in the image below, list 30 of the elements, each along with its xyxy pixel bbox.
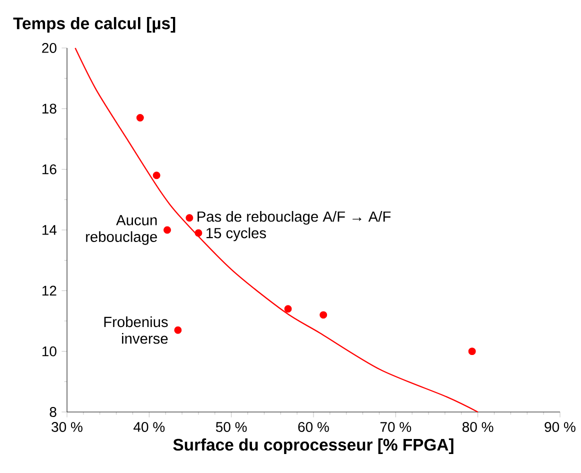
point (194, 229, 202, 237)
y-tick-label: 12 (42, 286, 56, 296)
x-tick-label: 30 % (52, 422, 82, 432)
x-tick-label: 90 % (544, 422, 576, 432)
point (284, 305, 292, 313)
x-tick-label: 60 % (298, 422, 329, 432)
y-tick-label: 18 (42, 104, 56, 114)
point (320, 311, 328, 319)
annotation: Pas de rebouclage A/F → A/F (198, 211, 391, 225)
point (136, 114, 144, 122)
point (174, 326, 182, 334)
y-tick-label: 16 (42, 164, 56, 174)
y-axis-title: Temps de calcul [µs] (13, 17, 176, 33)
x-tick-label: 80 % (462, 422, 494, 432)
annotation: 15 cycles (206, 228, 266, 242)
x-tick-label: 70 % (380, 422, 412, 432)
point (468, 348, 476, 356)
x-axis-title: Surface du coprocesseur [% FPGA] (173, 438, 454, 454)
point (186, 214, 194, 222)
y-tick-label: 20 (42, 43, 56, 53)
x-tick-label: 50 % (216, 422, 247, 432)
point (152, 172, 160, 180)
point (164, 226, 171, 234)
line-series (74, 47, 478, 413)
x-tick-label: 40 % (134, 422, 165, 432)
y-tick-label: 10 (42, 346, 56, 356)
y-tick-label: 8 (50, 407, 56, 417)
annotation: Frobenius inverse (104, 316, 168, 344)
y-tick-label: 14 (42, 225, 57, 235)
annotation: Aucun rebouclage (86, 215, 157, 245)
